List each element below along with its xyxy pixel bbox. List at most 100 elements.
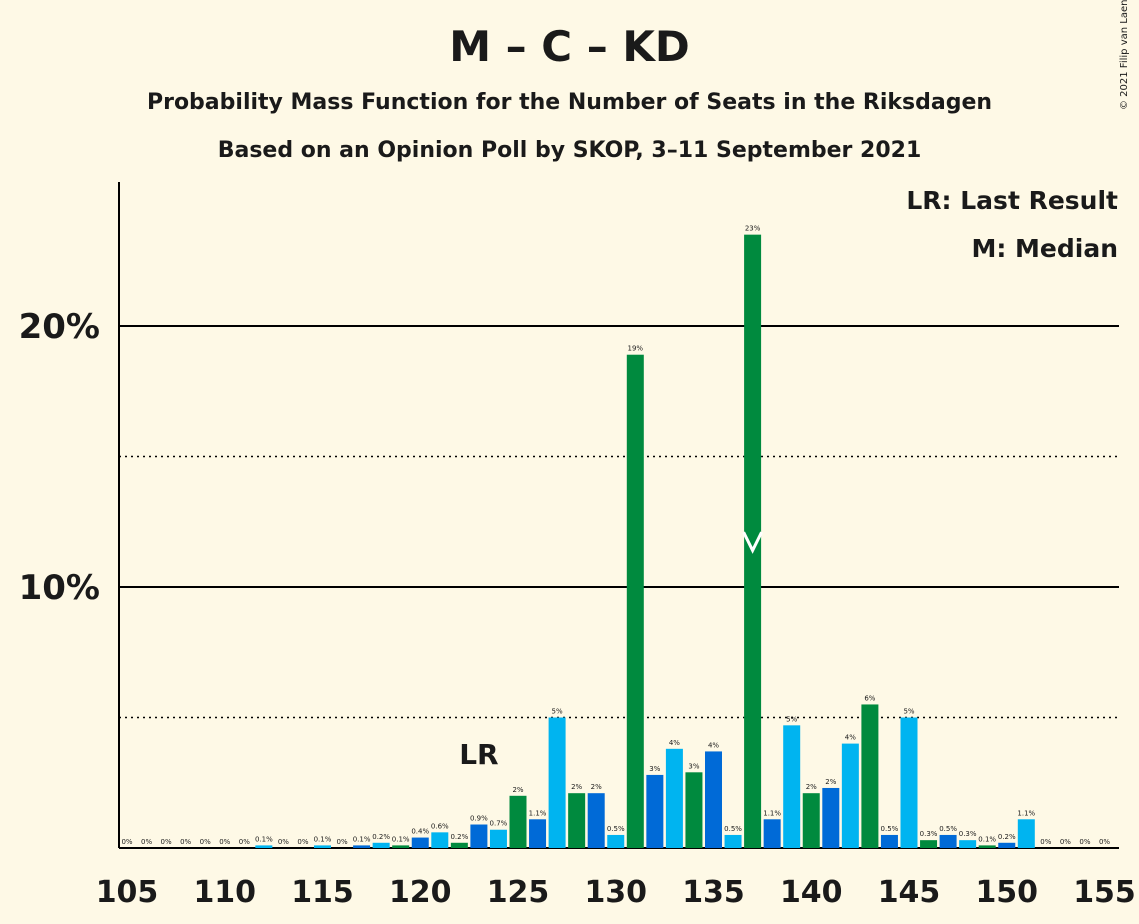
data-label-seats-110: 0% bbox=[219, 838, 230, 846]
data-label-seats-111: 0% bbox=[239, 838, 250, 846]
legend-last-result: LR: Last Result bbox=[906, 186, 1118, 215]
data-label-seats-127: 5% bbox=[552, 708, 563, 716]
data-label-seats-134: 3% bbox=[688, 762, 699, 770]
data-label-seats-146: 0.3% bbox=[920, 830, 938, 838]
x-tick-label: 115 bbox=[291, 875, 354, 910]
bar-seats-120 bbox=[411, 837, 429, 848]
bar-seats-134 bbox=[685, 772, 703, 848]
data-label-seats-105: 0% bbox=[121, 838, 132, 846]
data-label-seats-152: 0% bbox=[1040, 838, 1051, 846]
data-label-seats-154: 0% bbox=[1079, 838, 1090, 846]
bar-seats-115 bbox=[314, 845, 331, 848]
legend-median: M: Median bbox=[971, 234, 1118, 263]
x-tick-label: 155 bbox=[1073, 875, 1136, 910]
bar-seats-144 bbox=[880, 834, 898, 848]
data-label-seats-139: 5% bbox=[786, 715, 797, 723]
data-label-seats-155: 0% bbox=[1099, 838, 1110, 846]
bar-seats-141 bbox=[822, 787, 840, 848]
bar-seats-119 bbox=[392, 845, 410, 848]
bar-seats-150 bbox=[998, 842, 1016, 848]
data-label-seats-126: 1.1% bbox=[529, 809, 547, 817]
data-label-seats-119: 0.1% bbox=[392, 835, 410, 843]
data-label-seats-108: 0% bbox=[180, 838, 191, 846]
bar-seats-131 bbox=[626, 354, 644, 848]
bar-seats-137 bbox=[744, 234, 762, 848]
bar-seats-121 bbox=[431, 832, 449, 848]
bar-seats-126 bbox=[529, 819, 547, 848]
data-label-seats-132: 3% bbox=[649, 765, 660, 773]
bar-seats-142 bbox=[841, 743, 859, 848]
bar-seats-125 bbox=[509, 795, 527, 848]
bar-seats-130 bbox=[607, 834, 625, 848]
data-label-seats-113: 0% bbox=[278, 838, 289, 846]
bar-seats-138 bbox=[763, 819, 781, 848]
x-tick-label: 145 bbox=[878, 875, 941, 910]
data-label-seats-149: 0.1% bbox=[978, 835, 996, 843]
bar-seats-140 bbox=[802, 793, 820, 848]
data-label-seats-136: 0.5% bbox=[724, 825, 742, 833]
x-tick-label: 140 bbox=[780, 875, 843, 910]
x-tick-label: 135 bbox=[682, 875, 745, 910]
data-label-seats-106: 0% bbox=[141, 838, 152, 846]
chart-subtitle-poll: Based on an Opinion Poll by SKOP, 3–11 S… bbox=[217, 138, 922, 163]
data-label-seats-114: 0% bbox=[297, 838, 308, 846]
bar-seats-149 bbox=[978, 845, 996, 848]
bar-seats-132 bbox=[646, 774, 664, 848]
bar-seats-151 bbox=[1017, 819, 1035, 848]
data-label-seats-151: 1.1% bbox=[1017, 809, 1035, 817]
bar-seats-133 bbox=[665, 748, 683, 848]
x-tick-label: 110 bbox=[193, 875, 256, 910]
data-label-seats-109: 0% bbox=[200, 838, 211, 846]
y-tick-label: 20% bbox=[19, 307, 100, 347]
bar-seats-117 bbox=[353, 845, 371, 848]
data-label-seats-142: 4% bbox=[845, 734, 856, 742]
data-label-seats-137: 23% bbox=[745, 225, 761, 233]
data-label-seats-116: 0% bbox=[336, 838, 347, 846]
data-label-seats-123: 0.9% bbox=[470, 815, 488, 823]
bar-seats-124 bbox=[489, 829, 507, 848]
x-tick-label: 120 bbox=[389, 875, 452, 910]
bar-seats-143 bbox=[861, 704, 879, 848]
bar-seats-112 bbox=[255, 845, 273, 848]
y-tick-label: 10% bbox=[19, 568, 100, 608]
bar-seats-145 bbox=[900, 717, 918, 848]
data-label-seats-112: 0.1% bbox=[255, 835, 273, 843]
data-label-seats-133: 4% bbox=[669, 739, 680, 747]
data-label-seats-141: 2% bbox=[825, 778, 836, 786]
data-label-seats-117: 0.1% bbox=[353, 835, 371, 843]
bar-seats-122 bbox=[450, 842, 468, 848]
data-label-seats-128: 2% bbox=[571, 783, 582, 791]
bar-seats-147 bbox=[939, 834, 957, 848]
data-label-seats-118: 0.2% bbox=[372, 833, 390, 841]
data-label-seats-129: 2% bbox=[591, 783, 602, 791]
data-label-seats-138: 1.1% bbox=[763, 809, 781, 817]
data-label-seats-140: 2% bbox=[806, 783, 817, 791]
data-label-seats-135: 4% bbox=[708, 741, 719, 749]
data-label-seats-150: 0.2% bbox=[998, 833, 1016, 841]
x-tick-label: 150 bbox=[975, 875, 1038, 910]
bar-seats-127 bbox=[548, 717, 566, 848]
data-label-seats-153: 0% bbox=[1060, 838, 1071, 846]
x-tick-label: 105 bbox=[96, 875, 159, 910]
data-label-seats-145: 5% bbox=[903, 708, 914, 716]
data-label-seats-125: 2% bbox=[512, 786, 523, 794]
bar-seats-136 bbox=[724, 834, 742, 848]
x-tick-label: 130 bbox=[584, 875, 647, 910]
chart-title: M – C – KD bbox=[449, 22, 690, 71]
bar-seats-135 bbox=[705, 751, 722, 848]
data-label-seats-115: 0.1% bbox=[314, 835, 332, 843]
data-label-seats-122: 0.2% bbox=[450, 833, 468, 841]
median-marker bbox=[742, 531, 763, 554]
data-label-seats-124: 0.7% bbox=[490, 820, 508, 828]
data-label-seats-148: 0.3% bbox=[959, 830, 977, 838]
data-label-seats-130: 0.5% bbox=[607, 825, 625, 833]
data-label-seats-107: 0% bbox=[161, 838, 172, 846]
bar-seats-148 bbox=[959, 840, 977, 848]
data-label-seats-144: 0.5% bbox=[881, 825, 899, 833]
data-label-seats-143: 6% bbox=[864, 694, 875, 702]
x-tick-label: 125 bbox=[487, 875, 550, 910]
bar-seats-123 bbox=[470, 824, 488, 848]
chart-subtitle: Probability Mass Function for the Number… bbox=[146, 90, 993, 115]
last-result-marker: LR bbox=[459, 738, 498, 771]
